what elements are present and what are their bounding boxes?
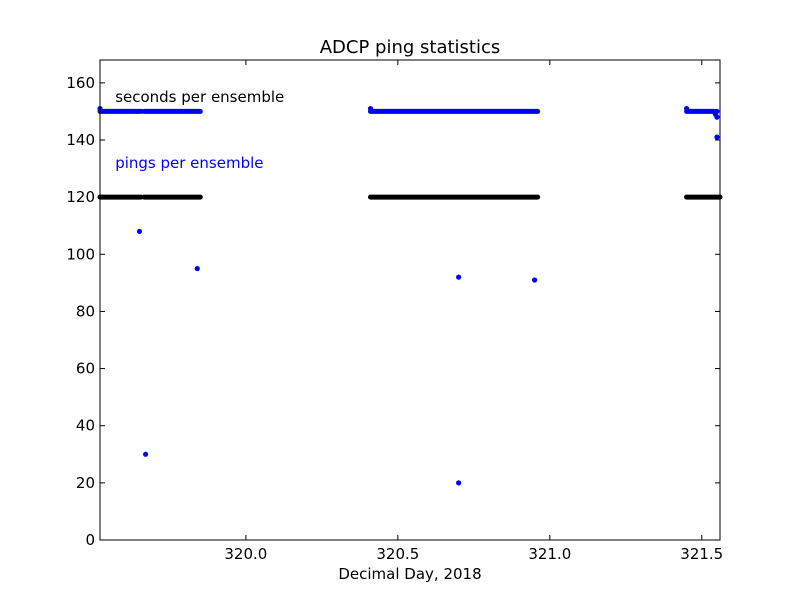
- y-axis: 0 20 40 60 80 100 120 140 160: [66, 74, 720, 549]
- x-axis: 320.0 320.5 321.0 321.5: [224, 60, 723, 563]
- data-point: [714, 134, 720, 140]
- x-tick-label: 320.5: [376, 545, 419, 563]
- y-tick-label: 60: [76, 360, 95, 378]
- annotation-seconds-per-ensemble: seconds per ensemble: [115, 88, 284, 106]
- x-tick-label: 321.5: [680, 545, 723, 563]
- data-point: [683, 105, 690, 112]
- y-tick-label: 40: [76, 417, 95, 435]
- data-point: [142, 451, 149, 457]
- y-tick-label: 100: [66, 245, 95, 263]
- data-point: [136, 228, 143, 235]
- data-point: [456, 274, 462, 280]
- data-point: [456, 480, 462, 486]
- y-tick-label: 80: [76, 302, 95, 320]
- chart-title: ADCP ping statistics: [320, 37, 501, 58]
- data-point: [532, 277, 538, 283]
- y-tick-label: 120: [66, 188, 95, 206]
- data-point: [367, 105, 374, 112]
- axes-frame: [99, 59, 721, 541]
- x-tick-label: 321.0: [528, 545, 571, 563]
- x-tick-label: 320.0: [224, 545, 267, 563]
- annotations: seconds per ensemble pings per ensemble: [115, 88, 284, 172]
- y-tick-label: 160: [66, 74, 95, 92]
- y-tick-label: 20: [76, 474, 95, 492]
- annotation-pings-per-ensemble: pings per ensemble: [115, 154, 263, 172]
- y-tick-label: 0: [85, 531, 95, 549]
- data-point: [194, 265, 200, 272]
- data-point: [714, 114, 720, 120]
- y-tick-label: 140: [66, 131, 95, 149]
- x-axis-label: Decimal Day, 2018: [338, 565, 481, 583]
